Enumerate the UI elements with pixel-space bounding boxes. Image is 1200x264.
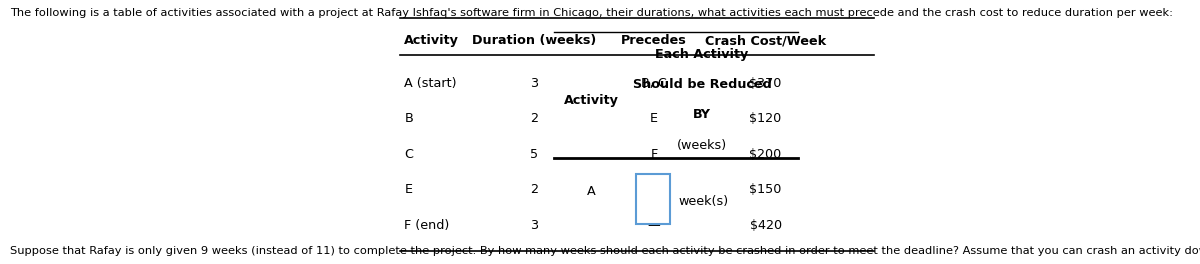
Text: A: A <box>587 185 596 198</box>
Text: Should be Reduced: Should be Reduced <box>632 78 772 91</box>
Text: Each Activity: Each Activity <box>655 48 749 60</box>
Text: F: F <box>650 183 658 196</box>
Text: A (start): A (start) <box>404 77 457 89</box>
Text: $420: $420 <box>750 219 781 232</box>
Text: Activity: Activity <box>404 34 460 47</box>
Text: (weeks): (weeks) <box>677 139 727 152</box>
FancyBboxPatch shape <box>636 174 670 224</box>
Text: $120: $120 <box>750 112 781 125</box>
Text: Duration (weeks): Duration (weeks) <box>472 34 596 47</box>
Text: F: F <box>650 148 658 161</box>
Text: 3: 3 <box>530 219 538 232</box>
Text: 3: 3 <box>530 77 538 89</box>
Text: Precedes: Precedes <box>622 34 686 47</box>
Text: 2: 2 <box>530 183 538 196</box>
Text: E: E <box>650 112 658 125</box>
Text: C: C <box>404 148 413 161</box>
Text: $200: $200 <box>750 148 781 161</box>
Text: B, C: B, C <box>641 77 667 89</box>
Text: BY: BY <box>694 108 710 121</box>
Text: —: — <box>648 219 660 232</box>
Text: B: B <box>404 112 413 125</box>
Text: Activity: Activity <box>564 94 619 107</box>
Text: F (end): F (end) <box>404 219 450 232</box>
Text: $150: $150 <box>750 183 781 196</box>
Text: week(s): week(s) <box>678 195 728 208</box>
Text: The following is a table of activities associated with a project at Rafay Ishfaq: The following is a table of activities a… <box>10 8 1172 18</box>
Text: Crash Cost/Week: Crash Cost/Week <box>706 34 826 47</box>
Text: 2: 2 <box>530 112 538 125</box>
Text: $370: $370 <box>750 77 781 89</box>
Text: 5: 5 <box>530 148 538 161</box>
Text: Suppose that Rafay is only given 9 weeks (instead of 11) to complete the project: Suppose that Rafay is only given 9 weeks… <box>10 246 1200 256</box>
Text: E: E <box>404 183 413 196</box>
